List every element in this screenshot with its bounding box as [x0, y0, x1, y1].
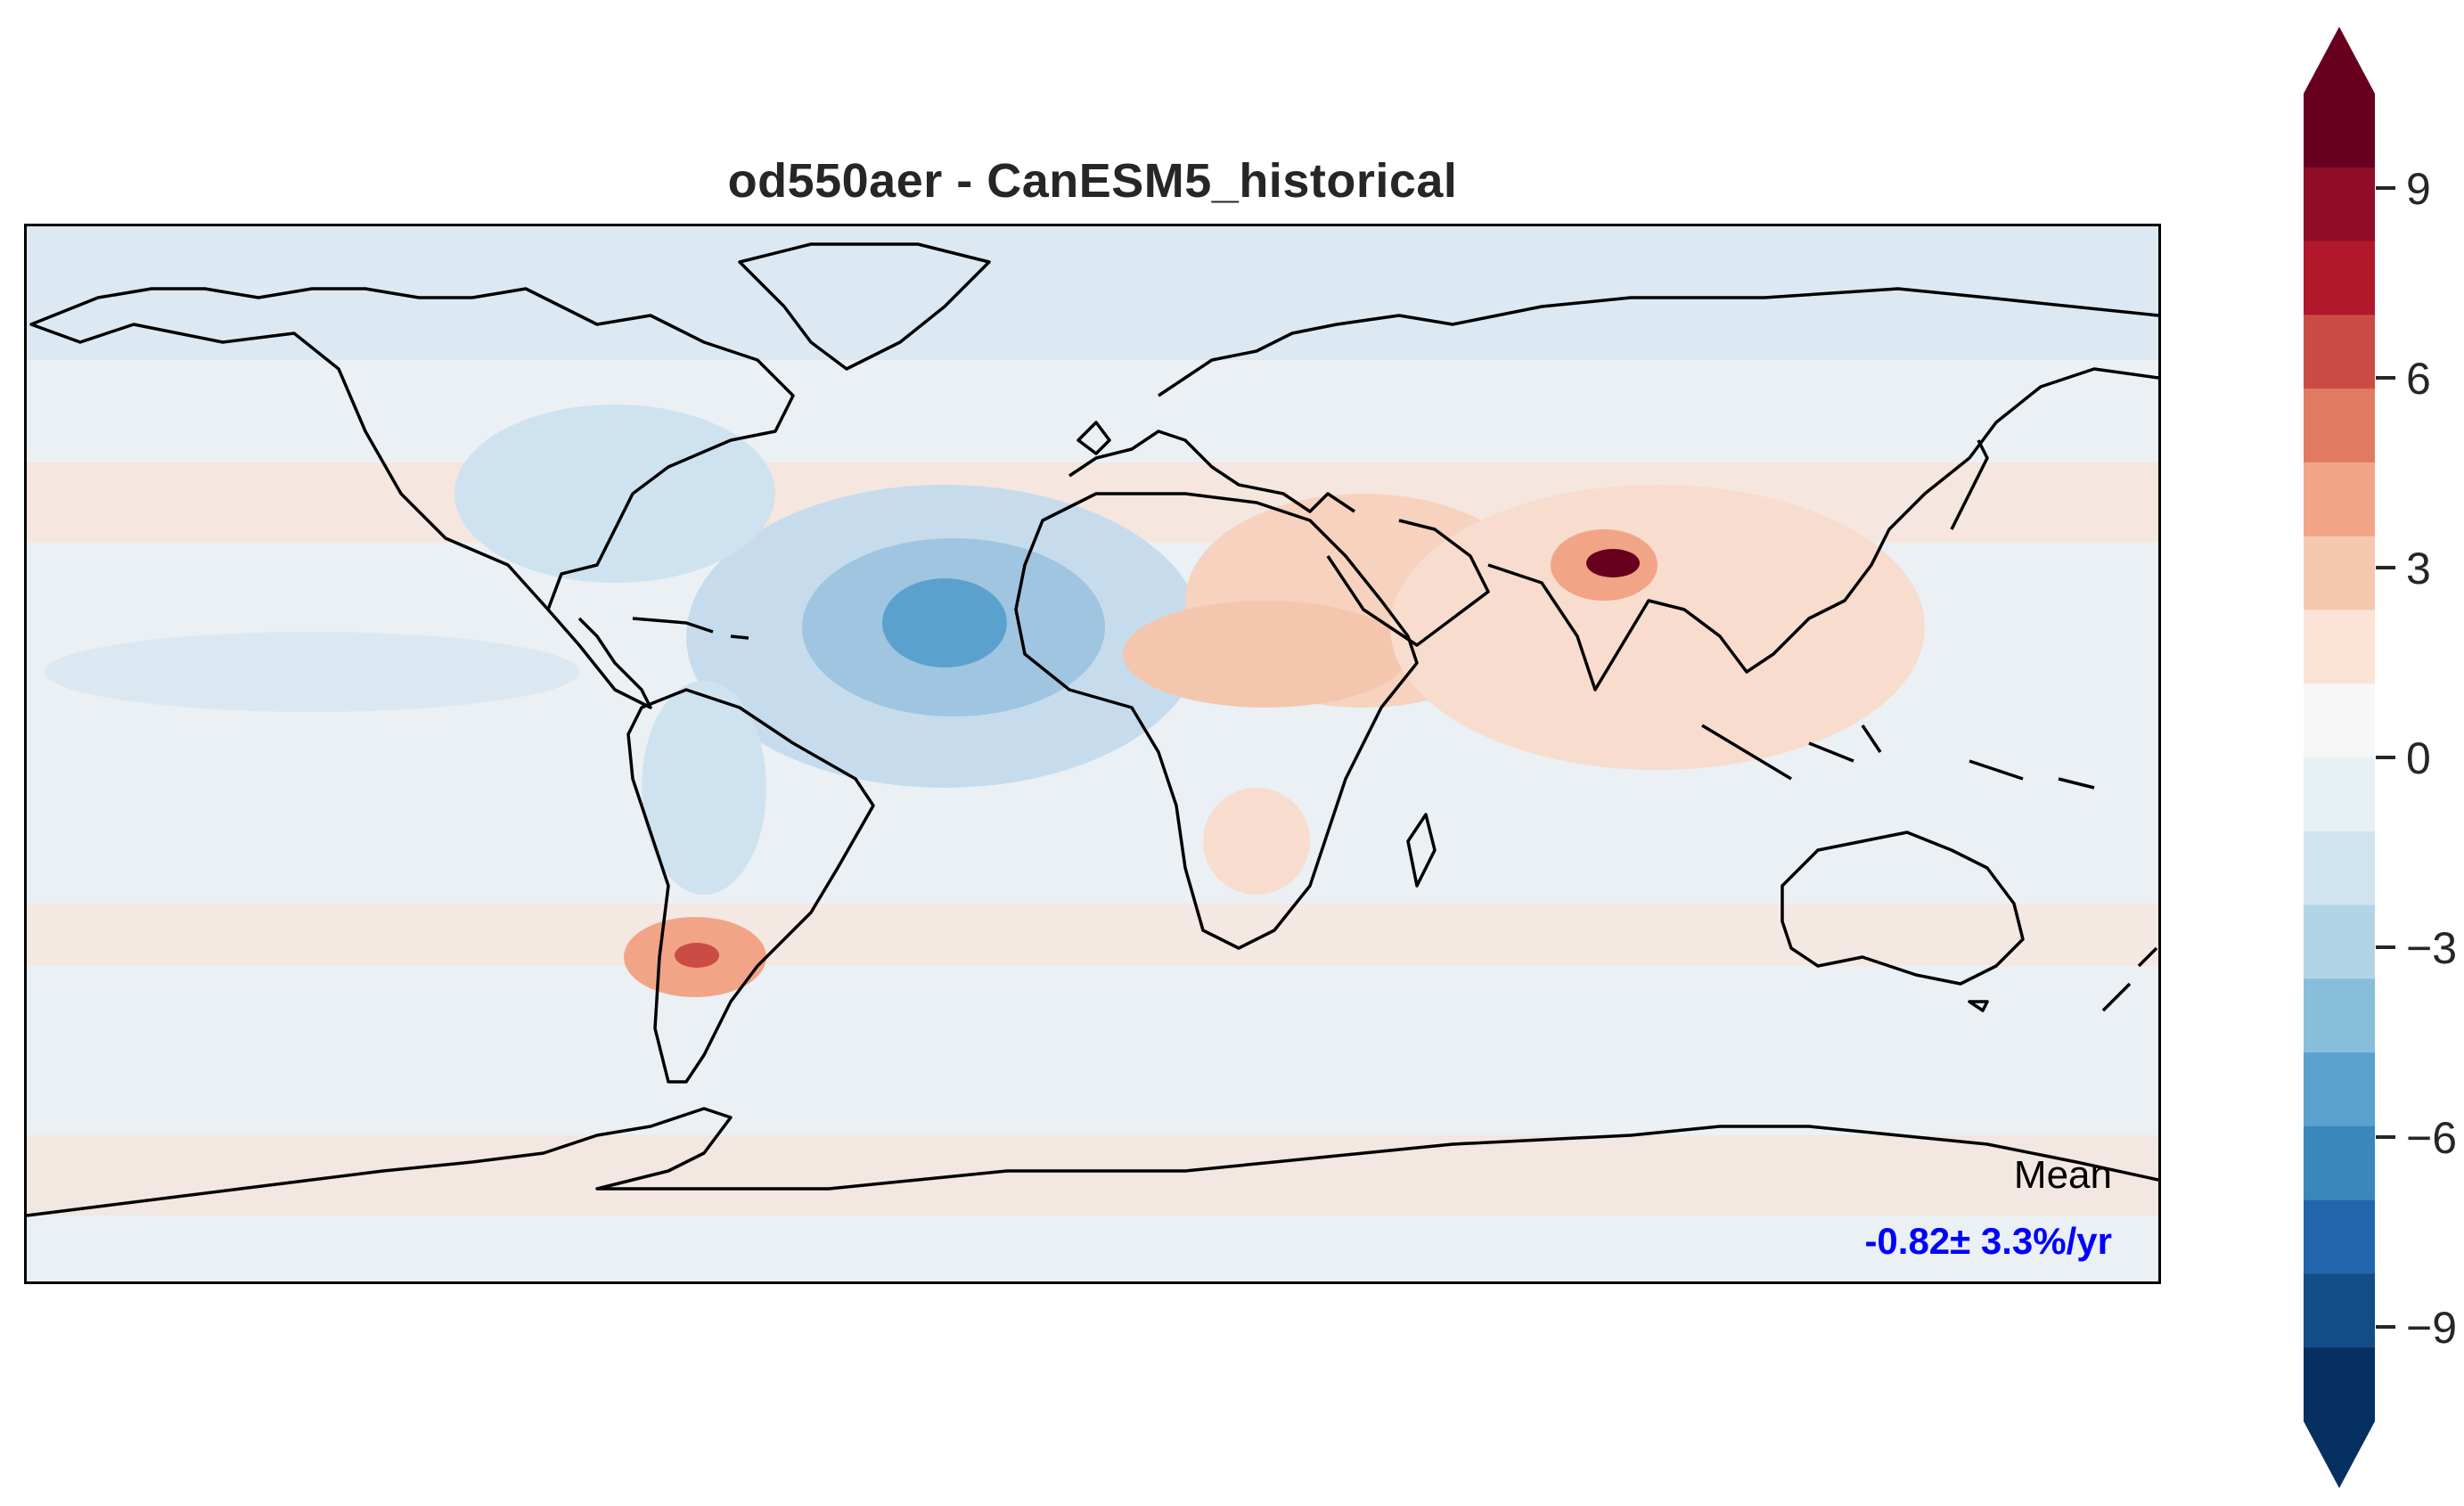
- japan-coast: [1950, 439, 1989, 530]
- colorbar-band: [2304, 1347, 2375, 1422]
- colorbar-tick-label: 6: [2406, 354, 2431, 405]
- map-title: od550aer - CanESM5_historical: [727, 154, 1458, 208]
- colorbar-tick-label: 0: [2406, 733, 2431, 783]
- colorbar-band: [2304, 904, 2375, 979]
- colorbar-band: [2304, 315, 2375, 389]
- colorbar-band: [2304, 978, 2375, 1053]
- colorbar-band: [2304, 683, 2375, 758]
- africa-coast: [1014, 492, 1419, 950]
- colorbar-tick-mark: [2376, 945, 2395, 949]
- colorbar-band: [2304, 831, 2375, 906]
- colorbar-band: [2304, 167, 2375, 242]
- colorbar-band: [2304, 536, 2375, 610]
- arctic-blue-band: [27, 226, 2158, 360]
- colorbar-band: [2304, 1125, 2375, 1201]
- british-isles-coast: [1076, 421, 1111, 455]
- east-pacific-blue: [45, 632, 579, 712]
- atlantic-blue-peak: [882, 578, 1007, 667]
- colorbar-tick-mark: [2376, 186, 2395, 191]
- colorbar-band: [2304, 462, 2375, 537]
- colorbar-tick-mark: [2376, 756, 2395, 759]
- argentina-red-peak: [675, 943, 719, 968]
- tasmania-coast: [1968, 1000, 1989, 1012]
- south-america-coast: [626, 688, 875, 1084]
- colorbar-tick-mark: [2376, 1324, 2395, 1329]
- colorbar-extend-min: [2304, 1421, 2375, 1488]
- colorbar-band: [2304, 1052, 2375, 1127]
- colorbar-tick-label: −9: [2406, 1302, 2458, 1353]
- colorbar: [2304, 27, 2375, 1488]
- colorbar-band: [2304, 610, 2375, 684]
- mediterranean-north-coast: [1068, 430, 1355, 513]
- asia-red: [1390, 485, 1925, 770]
- trend-map: [27, 226, 2158, 1281]
- eurasia-north-coast: [1158, 287, 2158, 397]
- north-america-coast: [29, 287, 795, 611]
- south-america-blue: [642, 681, 766, 895]
- southern-africa-red: [1203, 788, 1310, 895]
- mean-label: Mean: [2013, 1153, 2112, 1197]
- caribbean-coast: [632, 617, 749, 640]
- colorbar-tick-label: −6: [2406, 1112, 2458, 1163]
- indonesia-coast: [1701, 724, 2095, 790]
- australia-coast: [1780, 831, 2025, 986]
- colorbar-band: [2304, 1273, 2375, 1348]
- central-america-coast: [546, 608, 652, 709]
- tibet-red-peak: [1586, 549, 1640, 577]
- colorbar-tick-mark: [2376, 376, 2395, 381]
- sahel-red: [1123, 601, 1408, 708]
- south-red-band: [27, 904, 2158, 966]
- south-asia-coast: [1487, 367, 2158, 692]
- colorbar-tick-label: 9: [2406, 164, 2431, 215]
- colorbar-tick-label: 3: [2406, 544, 2431, 594]
- colorbar-band: [2304, 389, 2375, 463]
- mean-value: -0.82± 3.3%/yr: [1864, 1220, 2112, 1262]
- antarctic-coast-red-band: [27, 1135, 2158, 1215]
- colorbar-tick-mark: [2376, 1134, 2395, 1139]
- colorbar-band: [2304, 94, 2375, 168]
- colorbar-tick-label: −3: [2406, 922, 2458, 973]
- coastlines: [27, 242, 2158, 1217]
- colorbar-band: [2304, 1199, 2375, 1274]
- colorbar-tick-mark: [2376, 566, 2395, 570]
- arabia-coast: [1326, 519, 1490, 647]
- north-america-blue: [454, 405, 775, 583]
- greenland-coast: [738, 242, 991, 371]
- map-panel: Mean -0.82± 3.3%/yr: [24, 224, 2161, 1284]
- colorbar-extend-max: [2304, 27, 2375, 94]
- antarctica-coast: [27, 1107, 2158, 1217]
- colorbar-band: [2304, 757, 2375, 832]
- new-zealand-coast: [2101, 946, 2158, 1012]
- madagascar-coast: [1406, 813, 1437, 888]
- colorbar-band: [2304, 241, 2375, 315]
